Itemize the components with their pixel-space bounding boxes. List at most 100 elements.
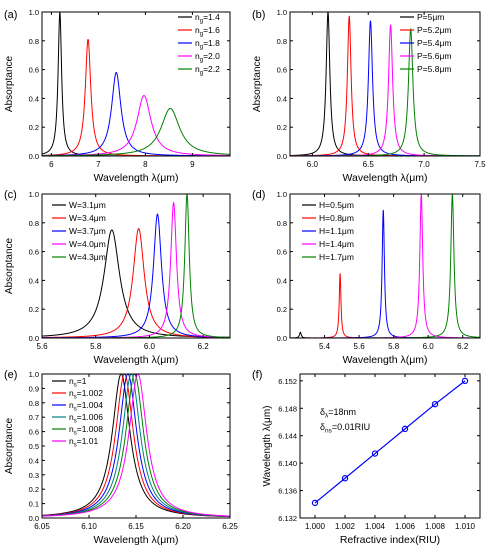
panel-e: (e) 6.05 6.10 6.15 6.20 6.25 0.0 0.1 0.2 0.3 0.4 0.… bbox=[4, 369, 238, 546]
x-tick-label: 5.6 bbox=[36, 342, 48, 351]
y-tick-label: 0.5 bbox=[29, 442, 39, 451]
annotation: δns=0.01RIU bbox=[320, 422, 370, 435]
legend-entry: P=5μm bbox=[417, 12, 444, 22]
plot-frame bbox=[289, 193, 481, 339]
x-tick-label: 6.15 bbox=[128, 522, 144, 531]
y-tick-label: 0.2 bbox=[277, 123, 287, 132]
x-axis-label: Wavelength λ(μm) bbox=[342, 172, 427, 184]
y-tick-label: 6.144 bbox=[278, 432, 297, 441]
y-tick-label: 0.4 bbox=[29, 94, 39, 103]
data-point bbox=[401, 425, 409, 433]
x-tick-label: 1.008 bbox=[425, 522, 446, 531]
y-tick-label: 0.0 bbox=[277, 334, 287, 343]
x-tick-label: 7.5 bbox=[474, 160, 486, 169]
panel-label: (c) bbox=[4, 189, 17, 201]
y-tick-label: 0.6 bbox=[29, 428, 39, 437]
y-tick-label: 0.8 bbox=[29, 219, 39, 228]
x-axis-label: Wavelength λ(μm) bbox=[93, 534, 178, 546]
x-axis-label: Refractive index(RIU) bbox=[340, 534, 440, 546]
legend-entry: W=3.7μm bbox=[69, 226, 106, 236]
panel-label: (a) bbox=[4, 9, 17, 21]
y-tick-label: 6.152 bbox=[278, 377, 297, 386]
x-tick-label: 5.6 bbox=[354, 342, 366, 351]
y-axis-label: Absorptance bbox=[4, 55, 15, 112]
x-tick-label: 1.002 bbox=[335, 522, 356, 531]
y-tick-label: 6.136 bbox=[278, 487, 297, 496]
legend-entry: ns=1.002 bbox=[69, 388, 103, 401]
legend-entry: ng=2.0 bbox=[195, 51, 220, 64]
legend-entry: ng=1.6 bbox=[195, 25, 220, 38]
y-tick-label: 0.8 bbox=[277, 219, 287, 228]
x-tick-label: 5.8 bbox=[388, 342, 400, 351]
y-tick-label: 0.4 bbox=[29, 276, 39, 285]
x-tick-label: 5.4 bbox=[319, 342, 331, 351]
legend-entry: W=4.0μm bbox=[69, 239, 106, 249]
data-point bbox=[431, 400, 439, 408]
x-tick-label: 6.20 bbox=[175, 522, 191, 531]
legend-entry: ns=1.008 bbox=[69, 424, 103, 437]
data-point bbox=[371, 450, 379, 457]
panel-a: (a) 6 7 8 9 0.0 0.2 0.4 0.6 0.8 1.0 Wavelength λ(μm… bbox=[4, 8, 231, 184]
x-tick-label: 1.004 bbox=[365, 522, 386, 531]
x-tick-label: 6.2 bbox=[457, 342, 469, 351]
y-tick-label: 0.7 bbox=[29, 413, 39, 422]
plot-frame bbox=[41, 11, 231, 157]
x-tick-label: 6.05 bbox=[34, 522, 50, 531]
legend-entry: ng=2.2 bbox=[195, 64, 220, 77]
legend-entry: ns=1.006 bbox=[69, 412, 103, 425]
y-tick-label: 6.132 bbox=[278, 514, 297, 523]
legend-entry: W=4.3μm bbox=[69, 252, 106, 262]
panel-b: (b) 6.0 6.5 7.0 7.5 0.0 0.2 0.4 0.6 0.8 1.0 Wavelen… bbox=[252, 8, 486, 184]
y-tick-label: 0.1 bbox=[29, 500, 39, 509]
legend-entry: P=5.2μm bbox=[417, 25, 451, 35]
y-tick-label: 0.3 bbox=[29, 471, 39, 480]
x-tick-label: 6.2 bbox=[198, 342, 210, 351]
legend-entry: H=1.7μm bbox=[319, 252, 354, 262]
y-tick-label: 0.4 bbox=[277, 94, 287, 103]
y-tick-label: 0.2 bbox=[29, 485, 39, 494]
data-point bbox=[311, 499, 319, 507]
panel-label: (d) bbox=[252, 189, 265, 201]
x-tick-label: 6.0 bbox=[307, 160, 319, 169]
y-tick-label: 0.0 bbox=[29, 514, 39, 523]
y-tick-label: 6.148 bbox=[278, 404, 297, 413]
x-tick-label: 6.0 bbox=[144, 342, 156, 351]
series-line bbox=[314, 380, 466, 504]
legend-entry: ns=1.004 bbox=[69, 400, 103, 413]
annotation: δλ=18nm bbox=[320, 407, 356, 420]
plot-frame bbox=[299, 373, 481, 519]
legend-entry: H=0.5μm bbox=[319, 200, 354, 210]
panel-f: (f) 1.000 1.002 1.004 1.006 1.008 1.010 6.132 6.… bbox=[252, 369, 481, 546]
y-tick-label: 0.6 bbox=[29, 66, 39, 75]
x-axis-label: Wavelength λ(μm) bbox=[93, 354, 178, 366]
y-axis-label: Absorptance bbox=[4, 237, 15, 294]
series-line bbox=[290, 24, 480, 156]
y-tick-label: 1.0 bbox=[277, 8, 287, 17]
y-tick-label: 1.0 bbox=[29, 8, 39, 17]
x-axis-label: Wavelength λ(μm) bbox=[342, 354, 427, 366]
panel-c: (c) 5.6 5.8 6.0 6.2 0.0 0.2 0.4 0.6 0.8 1.0 Wavelen… bbox=[4, 189, 231, 366]
x-tick-label: 7 bbox=[96, 160, 101, 169]
y-tick-label: 0.8 bbox=[29, 37, 39, 46]
y-tick-label: 0.0 bbox=[29, 152, 39, 161]
y-tick-label: 0.8 bbox=[29, 399, 39, 408]
y-tick-label: 1.0 bbox=[29, 190, 39, 199]
x-tick-label: 9 bbox=[190, 160, 195, 169]
y-tick-label: 1.0 bbox=[29, 370, 39, 379]
y-tick-label: 0.6 bbox=[277, 248, 287, 257]
x-tick-label: 6 bbox=[49, 160, 54, 169]
panel-d: (d) 5.4 5.6 5.8 6.0 6.2 0.0 0.2 0.4 0.6 0.8 1.0 Wave… bbox=[252, 189, 481, 366]
x-axis-label: Wavelength λ(μm) bbox=[93, 172, 178, 184]
x-tick-label: 6.10 bbox=[81, 522, 97, 531]
legend-entry: P=5.8μm bbox=[417, 64, 451, 74]
legend-entry: ns=1 bbox=[69, 376, 87, 389]
x-tick-label: 1.006 bbox=[395, 522, 416, 531]
legend-entry: ns=1.01 bbox=[69, 436, 99, 449]
legend-entry: W=3.4μm bbox=[69, 213, 106, 223]
x-tick-label: 6.0 bbox=[423, 342, 435, 351]
legend-entry: H=1.4μm bbox=[319, 239, 354, 249]
series-line bbox=[42, 95, 230, 156]
y-tick-label: 0.0 bbox=[277, 152, 287, 161]
